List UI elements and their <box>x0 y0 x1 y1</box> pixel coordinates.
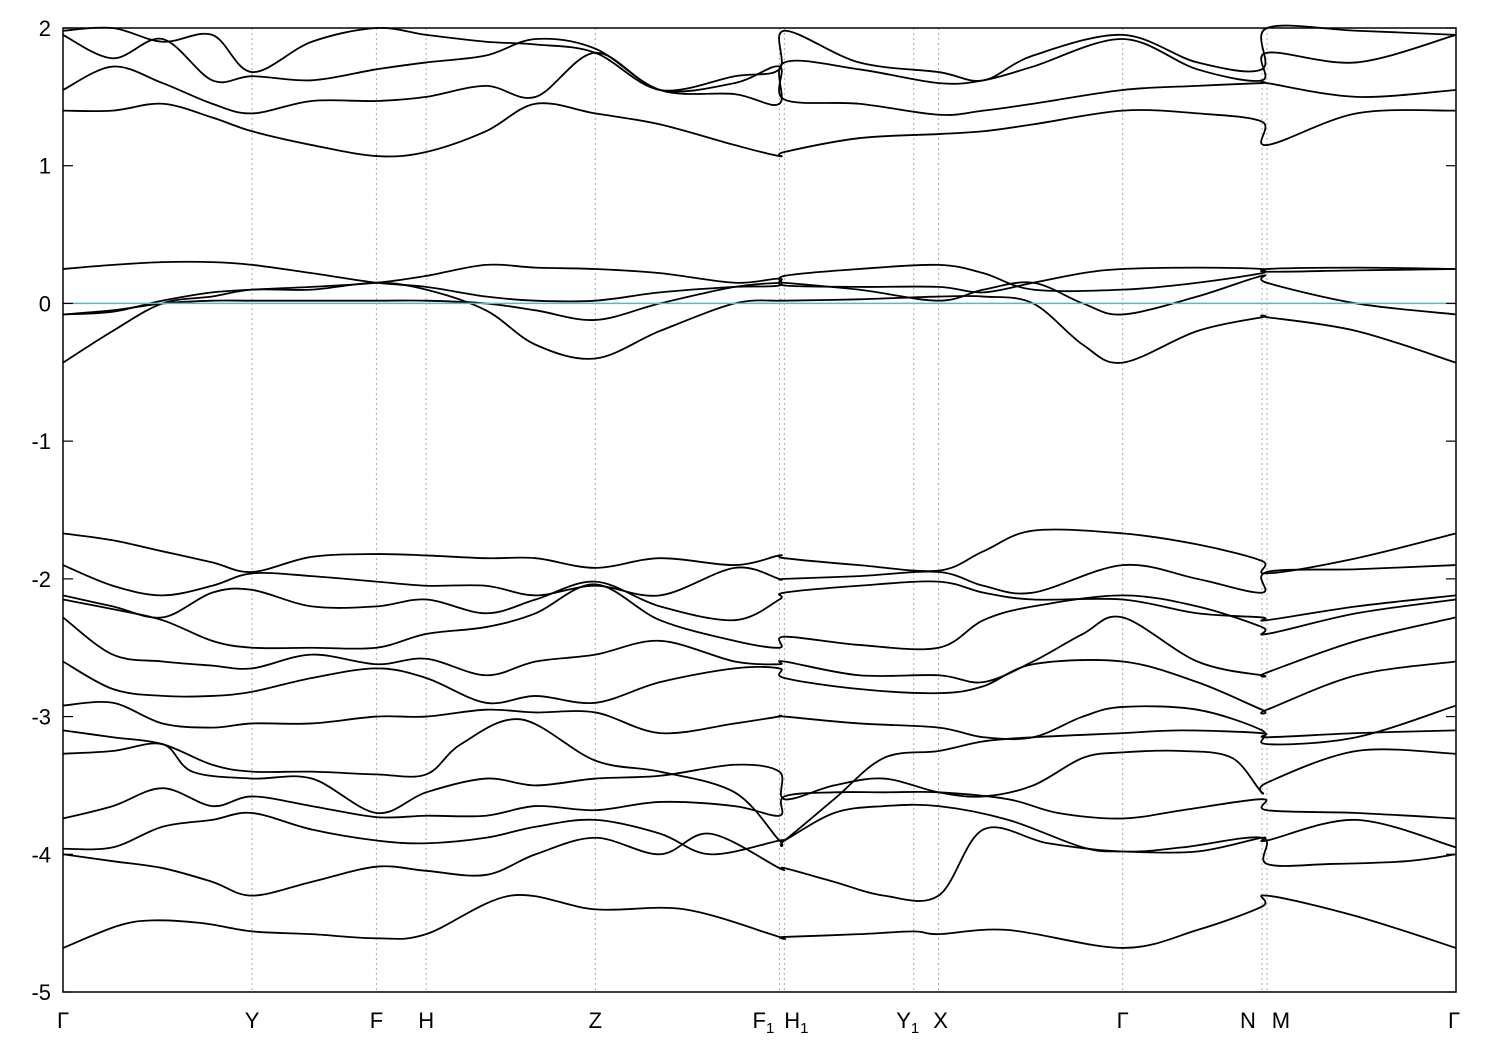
band-line-10 <box>62 580 1457 622</box>
kpoint-label-4: Z <box>589 1008 602 1033</box>
y-axis: -5 -4 -3 -2 -1 0 1 2 <box>31 16 1456 1005</box>
x-axis: Γ Y F H Z F1 H1 Y1 X Γ N M Γ <box>57 1008 1460 1037</box>
band-lines <box>62 24 1457 949</box>
kpoint-label-6: H1 <box>784 1008 808 1037</box>
kpoint-label-9: Γ <box>1117 1008 1129 1033</box>
y-tick-label: 1 <box>39 154 51 179</box>
band-line-15 <box>62 263 1457 316</box>
band-line-14 <box>62 274 1457 321</box>
band-line-16 <box>62 260 1457 303</box>
band-line-4 <box>62 742 1457 814</box>
y-tick-label: -4 <box>31 842 51 867</box>
kpoint-label-10: N <box>1240 1008 1256 1033</box>
band-line-13 <box>62 281 1457 364</box>
band-line-7 <box>62 659 1457 715</box>
kpoint-label-11: M <box>1272 1008 1290 1033</box>
band-line-9 <box>62 583 1457 651</box>
kpoint-label-8: X <box>933 1008 948 1033</box>
kpoint-label-2: F <box>370 1008 383 1033</box>
band-line-6 <box>62 701 1457 746</box>
kpoint-label-12: Γ <box>1448 1008 1460 1033</box>
kpoint-label-0: Γ <box>57 1008 69 1033</box>
plot-frame <box>62 27 1457 993</box>
band-line-5 <box>62 718 1457 848</box>
y-tick-label: -3 <box>31 705 51 730</box>
band-line-20 <box>62 24 1457 92</box>
band-line-11 <box>62 563 1457 597</box>
y-tick-label: 0 <box>39 291 51 316</box>
kpoint-label-1: Y <box>245 1008 260 1033</box>
grid-lines <box>251 28 1268 992</box>
band-line-2 <box>62 803 1457 856</box>
band-line-18 <box>62 51 1457 116</box>
y-tick-label: -5 <box>31 980 51 1005</box>
band-line-3 <box>62 787 1457 820</box>
kpoint-label-3: H <box>418 1008 434 1033</box>
y-tick-label: -1 <box>31 429 51 454</box>
band-line-19 <box>62 34 1457 106</box>
band-line-17 <box>62 102 1457 158</box>
y-tick-label: -2 <box>31 567 51 592</box>
band-line-8 <box>62 615 1457 684</box>
band-line-12 <box>62 528 1457 575</box>
y-tick-label: 2 <box>39 16 51 41</box>
kpoint-label-7: Y1 <box>896 1008 919 1037</box>
band-line-0 <box>62 894 1457 949</box>
kpoint-label-5: F1 <box>753 1008 775 1037</box>
band-line-1 <box>62 826 1457 902</box>
